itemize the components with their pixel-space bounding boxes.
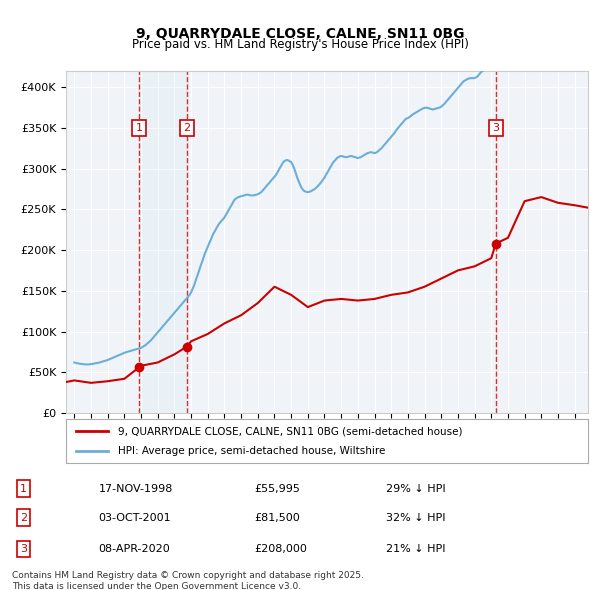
Text: 3: 3 — [20, 544, 27, 554]
Text: 9, QUARRYDALE CLOSE, CALNE, SN11 0BG (semi-detached house): 9, QUARRYDALE CLOSE, CALNE, SN11 0BG (se… — [118, 427, 463, 436]
Text: 17-NOV-1998: 17-NOV-1998 — [98, 484, 173, 493]
Text: 21% ↓ HPI: 21% ↓ HPI — [386, 544, 446, 554]
Text: £55,995: £55,995 — [254, 484, 300, 493]
Text: 03-OCT-2001: 03-OCT-2001 — [98, 513, 171, 523]
Text: 08-APR-2020: 08-APR-2020 — [98, 544, 170, 554]
Text: Contains HM Land Registry data © Crown copyright and database right 2025.
This d: Contains HM Land Registry data © Crown c… — [12, 571, 364, 590]
Text: 1: 1 — [136, 123, 143, 133]
Text: 2: 2 — [184, 123, 190, 133]
Text: 29% ↓ HPI: 29% ↓ HPI — [386, 484, 446, 493]
Bar — [139, 71, 187, 413]
Text: 2: 2 — [20, 513, 27, 523]
Text: 3: 3 — [492, 123, 499, 133]
Text: £81,500: £81,500 — [254, 513, 299, 523]
Text: 32% ↓ HPI: 32% ↓ HPI — [386, 513, 446, 523]
Text: 1: 1 — [20, 484, 27, 493]
Text: 9, QUARRYDALE CLOSE, CALNE, SN11 0BG: 9, QUARRYDALE CLOSE, CALNE, SN11 0BG — [136, 27, 464, 41]
Text: HPI: Average price, semi-detached house, Wiltshire: HPI: Average price, semi-detached house,… — [118, 446, 386, 455]
Text: £208,000: £208,000 — [254, 544, 307, 554]
Text: Price paid vs. HM Land Registry's House Price Index (HPI): Price paid vs. HM Land Registry's House … — [131, 38, 469, 51]
